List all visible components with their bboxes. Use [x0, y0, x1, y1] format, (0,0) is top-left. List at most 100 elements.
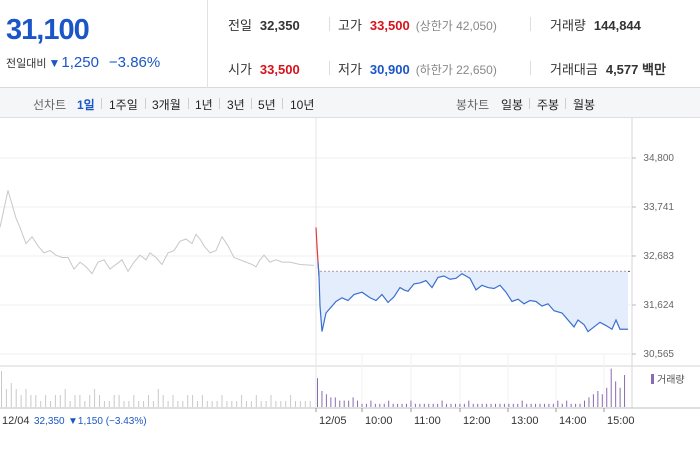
volume-bar-today	[468, 400, 470, 407]
volume-bar-prev	[309, 401, 311, 407]
divider	[219, 98, 220, 109]
change-label: 전일대비	[6, 57, 47, 70]
volume-bar-prev	[255, 395, 257, 407]
volume-bar-today	[392, 403, 394, 407]
volume-bar-prev	[241, 395, 243, 407]
volume-bar-today	[446, 403, 448, 407]
stat-value: 32,350	[259, 18, 300, 33]
candle-monthly-button[interactable]: 월봉	[573, 98, 596, 112]
stat-label: 고가	[338, 18, 362, 33]
volume-bar-prev	[103, 401, 105, 407]
current-price: 31,100	[6, 14, 90, 46]
y-tick-label: 32,683	[643, 251, 674, 262]
volume-bar-prev	[138, 401, 140, 407]
volume-bar-today	[401, 403, 403, 407]
volume-bar-today	[526, 403, 528, 407]
volume-bar-prev	[250, 401, 252, 407]
volume-bar-today	[517, 403, 519, 407]
candle-daily-button[interactable]: 일봉	[501, 98, 524, 112]
candle-weekly-button[interactable]: 주봉	[537, 98, 560, 112]
prev-day-close-label: 32,350	[34, 416, 65, 427]
today-fill	[319, 271, 628, 332]
volume-bar-today	[454, 403, 456, 407]
change-row: 전일대비 ▼ 1,250 −3.86%	[6, 54, 160, 71]
volume-bar-today	[561, 403, 563, 407]
period-3m-button[interactable]: 3개월	[152, 98, 181, 112]
volume-bar-prev	[54, 395, 56, 407]
divider	[251, 98, 252, 109]
volume-bar-today	[601, 394, 603, 407]
volume-bar-today	[486, 403, 488, 407]
volume-bar-today	[419, 403, 421, 407]
volume-bar-prev	[79, 395, 81, 407]
change-percent: −3.86%	[108, 54, 161, 71]
volume-bars	[1, 368, 626, 407]
volume-bar-today	[388, 400, 390, 407]
volume-bar-today	[432, 403, 434, 407]
volume-bar-prev	[231, 401, 233, 407]
volume-bar-prev	[172, 395, 174, 407]
x-tick-label: 10:00	[365, 415, 393, 427]
volume-bar-prev	[285, 401, 287, 407]
volume-bar-today	[530, 403, 532, 407]
volume-bar-today	[557, 400, 559, 407]
lower-limit: (하한가 22,650)	[415, 63, 497, 77]
volume-bar-today	[357, 400, 359, 407]
grid	[0, 118, 700, 409]
period-toolbar: 선차트 1일 1주일 3개월 1년 3년 5년 10년 봉차트 일봉 주봉 월봉	[0, 88, 700, 118]
volume-bar-prev	[304, 401, 306, 407]
candle-chart-label: 봉차트	[456, 98, 490, 112]
prev-day-series	[0, 190, 315, 275]
x-tick-label: 11:00	[414, 415, 441, 427]
volume-bar-today	[321, 391, 323, 407]
volume-bar-prev	[89, 395, 91, 407]
volume-bar-prev	[270, 395, 272, 407]
y-tick-label: 31,624	[643, 300, 674, 311]
volume-bar-prev	[201, 395, 203, 407]
volume-bar-today	[503, 403, 505, 407]
volume-bar-today	[606, 387, 608, 407]
period-5y-button[interactable]: 5년	[258, 98, 276, 112]
volume-bar-prev	[226, 401, 228, 407]
volume-bar-today	[352, 397, 354, 407]
volume-bar-prev	[10, 383, 12, 407]
divider	[101, 98, 102, 109]
period-3y-button[interactable]: 3년	[227, 98, 245, 112]
volume-bar-prev	[74, 395, 76, 407]
stat-high: 고가 33,500 (상한가 42,050)	[338, 15, 497, 34]
volume-bar-today	[472, 403, 474, 407]
change-amount: 1,250	[61, 54, 99, 71]
period-1d-button[interactable]: 1일	[77, 98, 95, 112]
volume-bar-today	[508, 403, 510, 407]
volume-bar-today	[597, 391, 599, 407]
volume-bar-today	[495, 403, 496, 407]
period-1w-button[interactable]: 1주일	[109, 98, 138, 112]
volume-bar-prev	[15, 389, 17, 407]
volume-bar-today	[512, 403, 514, 407]
volume-bar-today	[414, 403, 416, 407]
volume-bar-today	[592, 394, 594, 407]
volume-bar-prev	[260, 401, 262, 407]
stat-label: 전일	[228, 18, 252, 33]
today-area-fill	[319, 271, 628, 332]
intraday-chart: 34,800 33,741 32,683 31,624 30,565 12/04 32,3…	[0, 118, 700, 450]
prev-day-change-label: ▼1,150 (−3.43%)	[68, 416, 147, 427]
volume-bar-prev	[275, 401, 277, 407]
stat-low: 저가 30,900 (하한가 22,650)	[338, 59, 497, 78]
volume-bar-today	[325, 394, 327, 407]
volume-bar-prev	[5, 389, 7, 407]
volume-bar-prev	[20, 395, 22, 407]
period-10y-button[interactable]: 10년	[290, 98, 315, 112]
volume-bar-today	[428, 403, 430, 407]
volume-bar-today	[397, 403, 399, 407]
volume-bar-today	[615, 381, 617, 407]
x-tick-label: 12/05	[319, 415, 347, 427]
volume-bar-today	[437, 403, 439, 407]
volume-bar-prev	[84, 401, 86, 407]
period-1y-button[interactable]: 1년	[195, 98, 213, 112]
volume-swatch-icon	[651, 373, 654, 384]
divider	[529, 98, 530, 109]
volume-bar-today	[379, 403, 381, 407]
volume-bar-prev	[162, 395, 164, 407]
volume-bar-today	[406, 403, 407, 407]
